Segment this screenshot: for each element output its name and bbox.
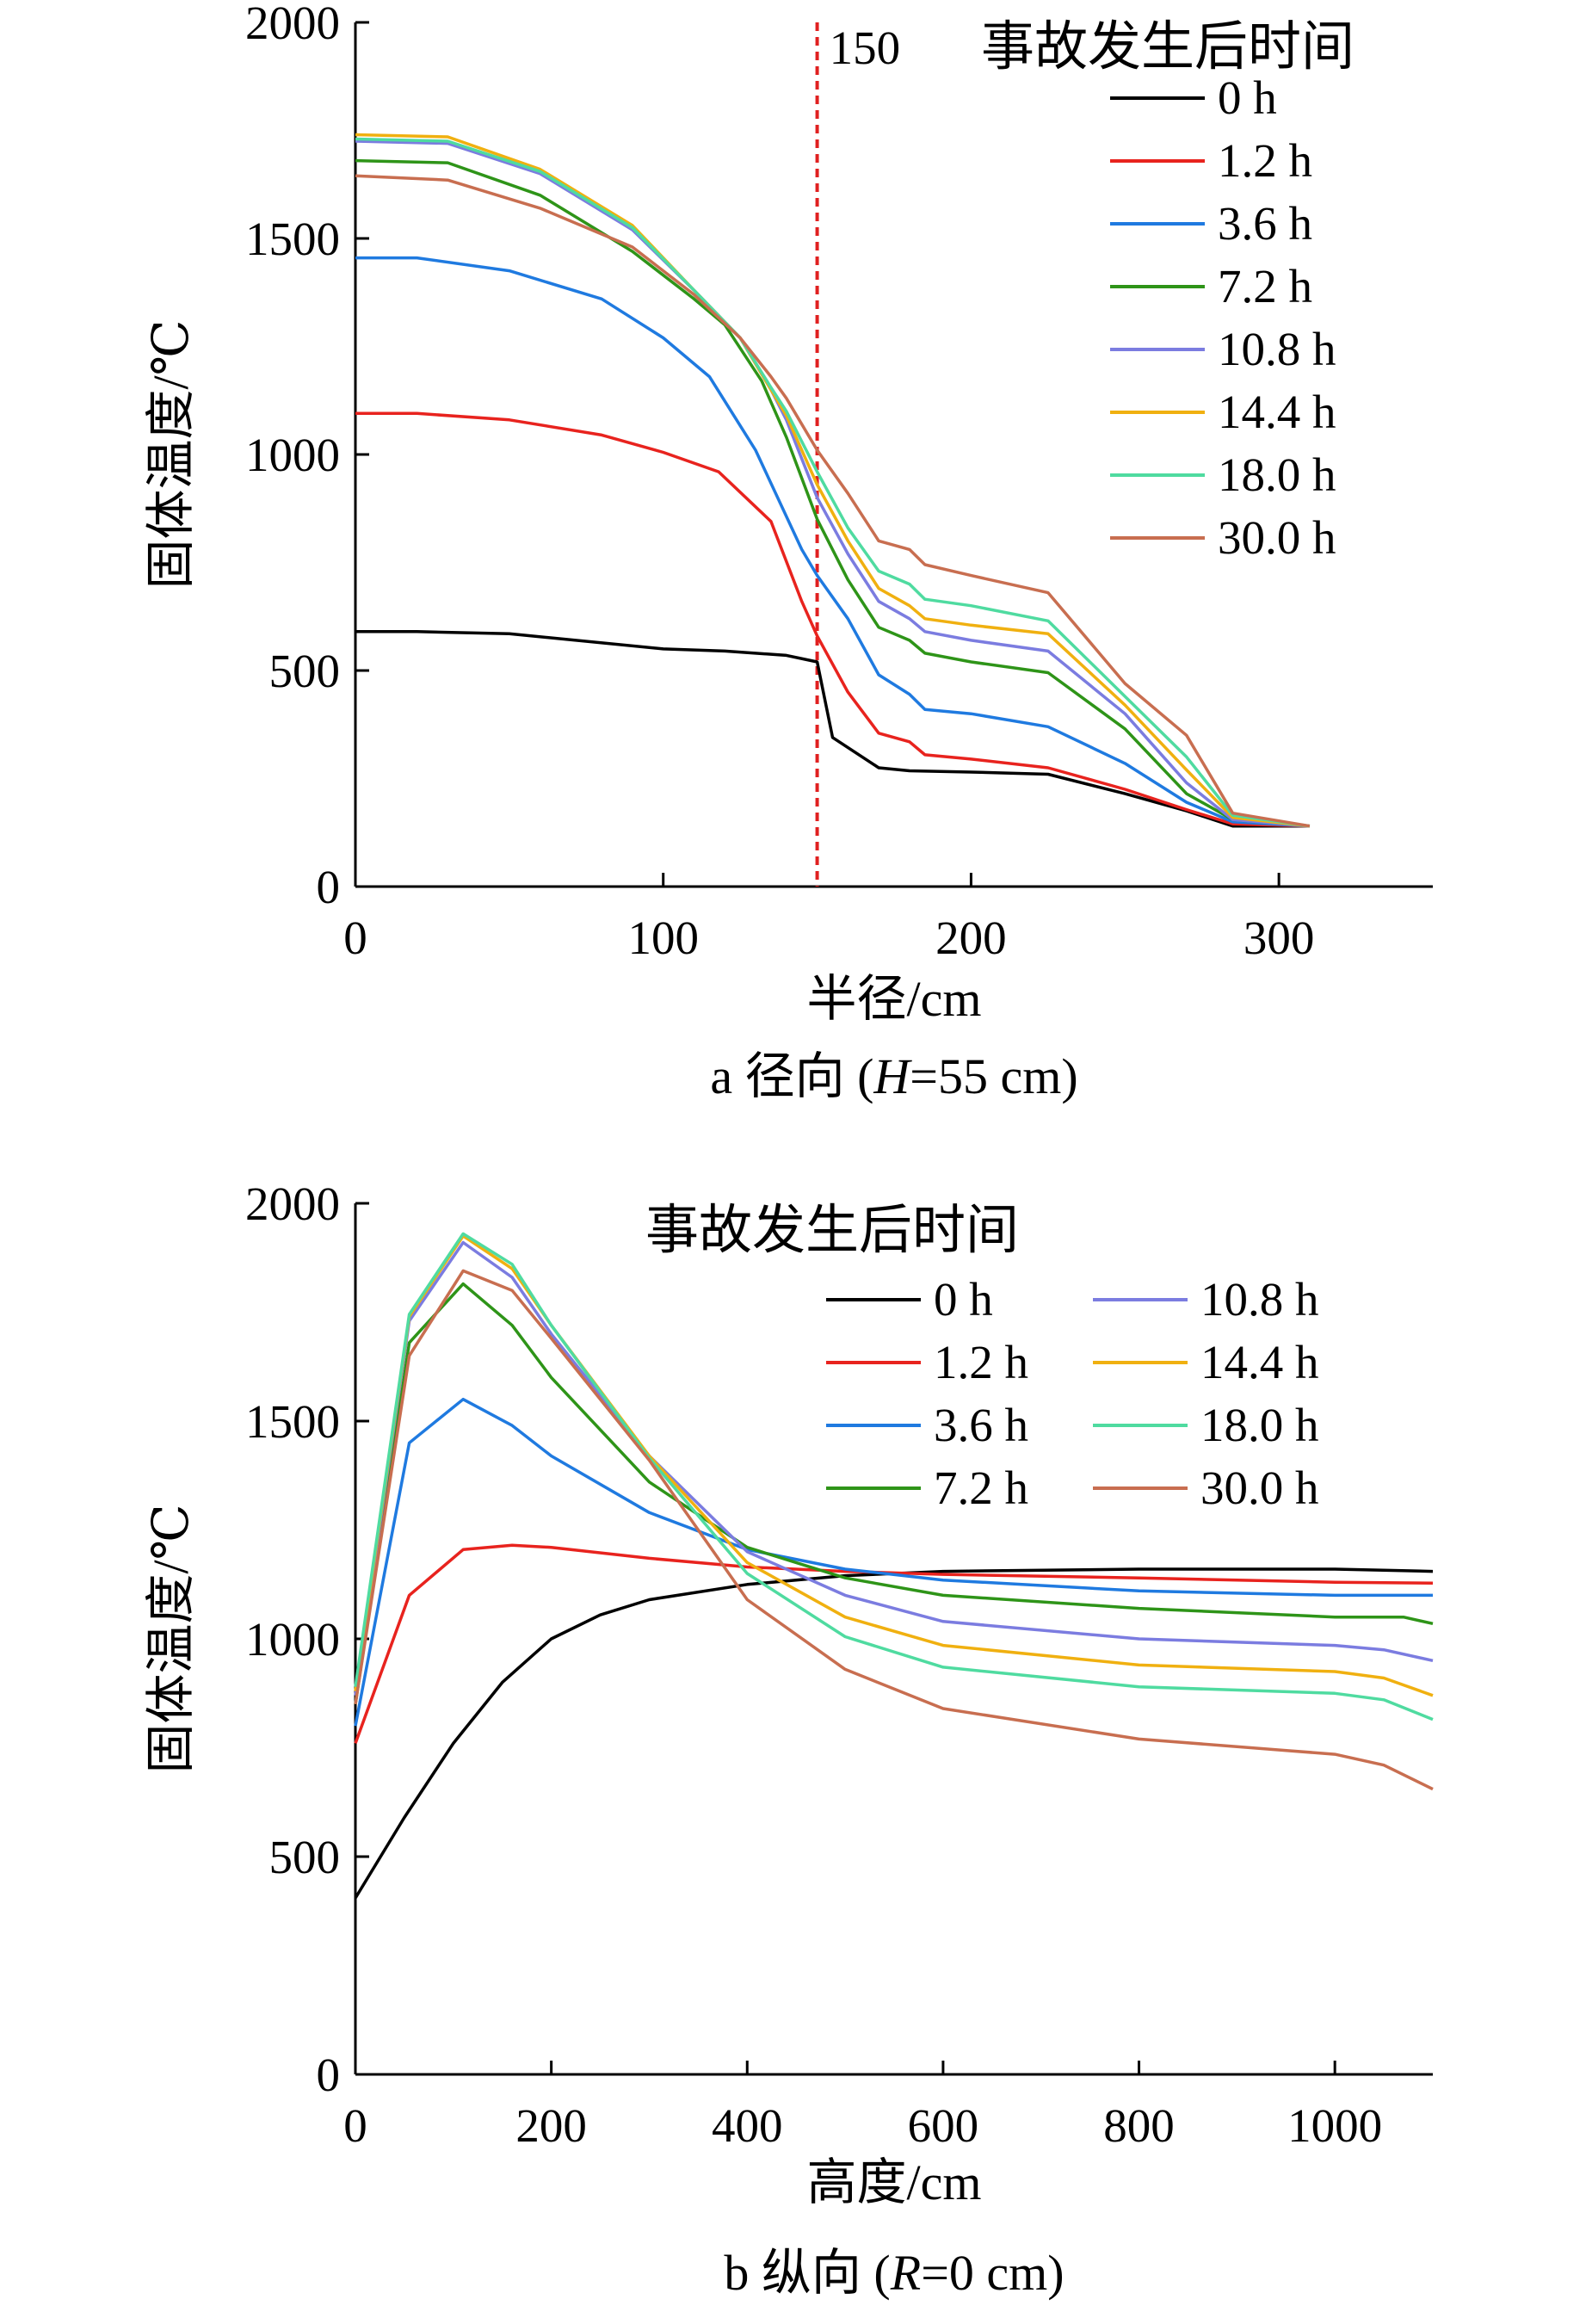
series-line bbox=[355, 256, 1310, 828]
x-tick-label: 100 bbox=[627, 912, 699, 964]
x-tick-label: 300 bbox=[1243, 912, 1315, 964]
legend-label: 14.4 h bbox=[1218, 386, 1336, 438]
y-axis-title: 固体温度/℃ bbox=[143, 1505, 199, 1774]
legend-label: 0 h bbox=[934, 1273, 993, 1326]
caption-part: R bbox=[890, 2245, 921, 2301]
legend-label: 30.0 h bbox=[1200, 1462, 1319, 1514]
series-line bbox=[355, 133, 1311, 828]
series-line bbox=[354, 1567, 1434, 1900]
x-tick-label: 200 bbox=[935, 912, 1007, 964]
legend-label: 7.2 h bbox=[1218, 260, 1312, 312]
x-tick-label: 0 bbox=[343, 912, 367, 964]
series-line bbox=[354, 1240, 1434, 1697]
series-line bbox=[354, 1282, 1434, 1705]
x-tick-label: 400 bbox=[712, 2099, 783, 2152]
y-tick-label: 1500 bbox=[245, 213, 340, 265]
legend-label: 3.6 h bbox=[1218, 197, 1312, 250]
panel-caption: b 纵向 (R=0 cm) bbox=[724, 2245, 1064, 2301]
legend-title: 事故发生后时间 bbox=[645, 1202, 1019, 1260]
series-line bbox=[354, 1232, 1434, 1721]
legend-label: 0 h bbox=[1218, 71, 1277, 124]
x-tick-label: 800 bbox=[1103, 2099, 1175, 2152]
x-tick-label: 200 bbox=[515, 2099, 587, 2152]
legend-label: 1.2 h bbox=[1218, 134, 1312, 187]
x-axis-title: 半径/cm bbox=[807, 971, 982, 1027]
series-line bbox=[355, 411, 1310, 828]
x-tick-label: 0 bbox=[343, 2099, 367, 2152]
x-tick-label: 600 bbox=[908, 2099, 979, 2152]
caption-part: =55 cm) bbox=[910, 1048, 1077, 1104]
y-tick-label: 500 bbox=[269, 1831, 341, 1883]
legend-title: 事故发生后时间 bbox=[981, 18, 1355, 77]
y-tick-label: 1000 bbox=[245, 429, 340, 481]
y-tick-label: 500 bbox=[269, 645, 341, 697]
series-line bbox=[355, 174, 1311, 828]
y-tick-label: 2000 bbox=[245, 1177, 340, 1230]
x-axis-title: 高度/cm bbox=[807, 2154, 982, 2210]
reference-line-label: 150 bbox=[830, 22, 901, 74]
legend-label: 10.8 h bbox=[1218, 323, 1336, 375]
legend-label: 14.4 h bbox=[1200, 1336, 1319, 1388]
legend-label: 18.0 h bbox=[1200, 1399, 1319, 1451]
caption-part: b bbox=[724, 2245, 762, 2301]
legend-label: 30.0 h bbox=[1218, 511, 1336, 564]
legend-label: 3.6 h bbox=[934, 1399, 1028, 1451]
caption-part: =0 cm) bbox=[921, 2245, 1064, 2301]
series-line bbox=[354, 1543, 1434, 1744]
legend-label: 1.2 h bbox=[934, 1336, 1028, 1388]
y-tick-label: 2000 bbox=[245, 0, 340, 49]
legend-label: 18.0 h bbox=[1218, 448, 1336, 501]
y-tick-label: 0 bbox=[317, 2049, 341, 2101]
y-axis-title: 固体温度/℃ bbox=[143, 320, 199, 590]
caption-part: 径向 ( bbox=[745, 1048, 874, 1104]
series-line bbox=[355, 139, 1311, 828]
panel-caption: a 径向 (H=55 cm) bbox=[710, 1048, 1077, 1104]
x-tick-label: 1000 bbox=[1287, 2099, 1382, 2152]
y-tick-label: 0 bbox=[317, 861, 341, 913]
series-line bbox=[355, 158, 1311, 828]
y-tick-label: 1000 bbox=[245, 1613, 340, 1666]
caption-part: 纵向 ( bbox=[762, 2245, 891, 2301]
legend-label: 7.2 h bbox=[934, 1462, 1028, 1514]
legend-label: 10.8 h bbox=[1200, 1273, 1319, 1326]
caption-part: H bbox=[873, 1048, 912, 1104]
y-tick-label: 1500 bbox=[245, 1395, 340, 1448]
series-line bbox=[355, 137, 1311, 828]
caption-part: a bbox=[710, 1048, 744, 1104]
series-line bbox=[355, 630, 1310, 828]
panel-a-radial-chart: 0 500 1000 1500 2000 0 100 200 300 半径/cm 固体温度/℃ a 径… bbox=[143, 0, 1433, 1104]
panel-b-longitudinal-chart: 0 500 1000 1500 2000 0 200 400 600 800 1000 高度/cm 固体… bbox=[143, 1177, 1434, 2301]
series-line bbox=[354, 1269, 1434, 1791]
